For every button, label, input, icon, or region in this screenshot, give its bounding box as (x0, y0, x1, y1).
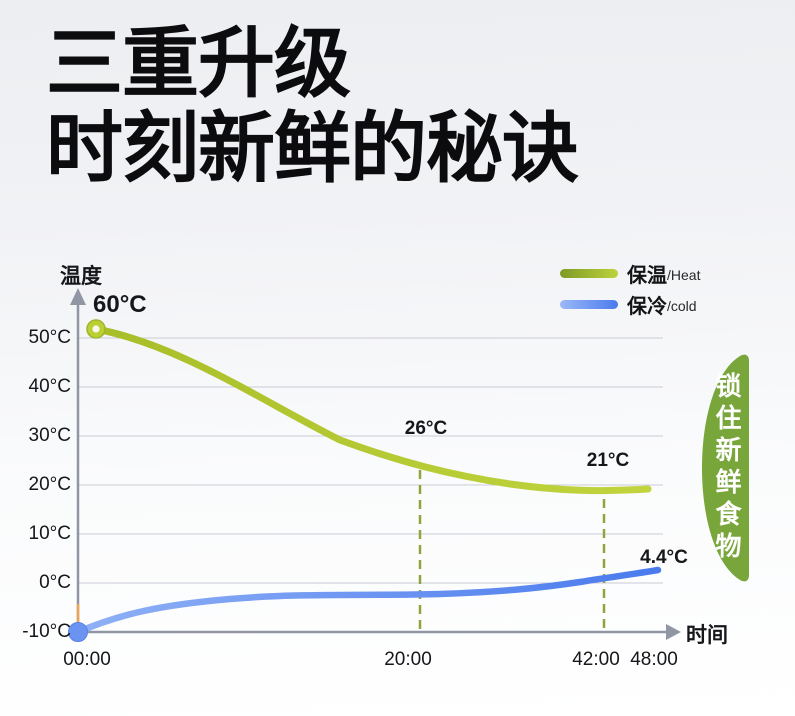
y-tick-neg10: -10°C (22, 621, 71, 642)
freshness-badge: 锁住新鲜食物 (702, 352, 750, 584)
heat-start-marker-hole (92, 325, 100, 333)
legend-item-heat: 保温 /Heat (560, 262, 701, 287)
reference-dashes (418, 470, 606, 629)
x-tick-4200: 42:00 (572, 649, 620, 670)
y-tick-30: 30°C (28, 425, 71, 446)
annotation-heat-start: 60°C (93, 291, 147, 318)
x-axis-arrow-icon (666, 624, 681, 640)
legend-item-cold: 保冷 /cold (560, 293, 700, 318)
page-title: 三重升级 时刻新鲜的秘诀 (46, 21, 579, 193)
y-tick-50: 50°C (28, 327, 71, 348)
cold-start-marker (68, 622, 88, 642)
y-tick-0: 0°C (39, 572, 71, 593)
page-title-line1: 三重升级 (46, 21, 351, 107)
chart-legend: 保温 /Heat 保冷 /cold (560, 262, 700, 324)
y-tick-10: 10°C (28, 523, 71, 544)
x-tick-0000: 00:00 (63, 649, 111, 670)
x-axis-title: 时间 (686, 624, 728, 647)
x-tick-2000: 20:00 (384, 649, 432, 670)
y-axis (70, 288, 86, 632)
y-axis-title: 温度 (60, 265, 102, 288)
legend-cold-label: 保冷 (627, 295, 667, 318)
cold-line (74, 566, 662, 636)
annotation-heat-20h: 26°C (404, 418, 448, 439)
x-axis (78, 624, 681, 640)
cold-line-swatch-icon (560, 299, 618, 309)
legend-heat-sublabel: /Heat (667, 267, 701, 283)
legend-cold-sublabel: /cold (667, 298, 697, 314)
y-tick-20: 20°C (28, 474, 71, 495)
freshness-badge-text: 锁住新鲜食物 (712, 372, 742, 564)
heat-series (86, 319, 652, 495)
heat-line-swatch-icon (560, 268, 618, 278)
x-tick-4800: 48:00 (630, 649, 678, 670)
legend-heat-label: 保温 (627, 264, 667, 287)
leaf-badge-shape-icon (702, 354, 749, 582)
y-axis-arrow-icon (70, 288, 86, 305)
y-tick-40: 40°C (28, 376, 71, 397)
gridlines (78, 337, 663, 584)
heat-line (92, 325, 652, 495)
cold-series (68, 566, 662, 642)
page-title-line2: 时刻新鲜的秘诀 (46, 106, 579, 193)
annotation-heat-42h: 21°C (586, 450, 630, 471)
annotation-cold-end: 4.4°C (640, 547, 688, 568)
